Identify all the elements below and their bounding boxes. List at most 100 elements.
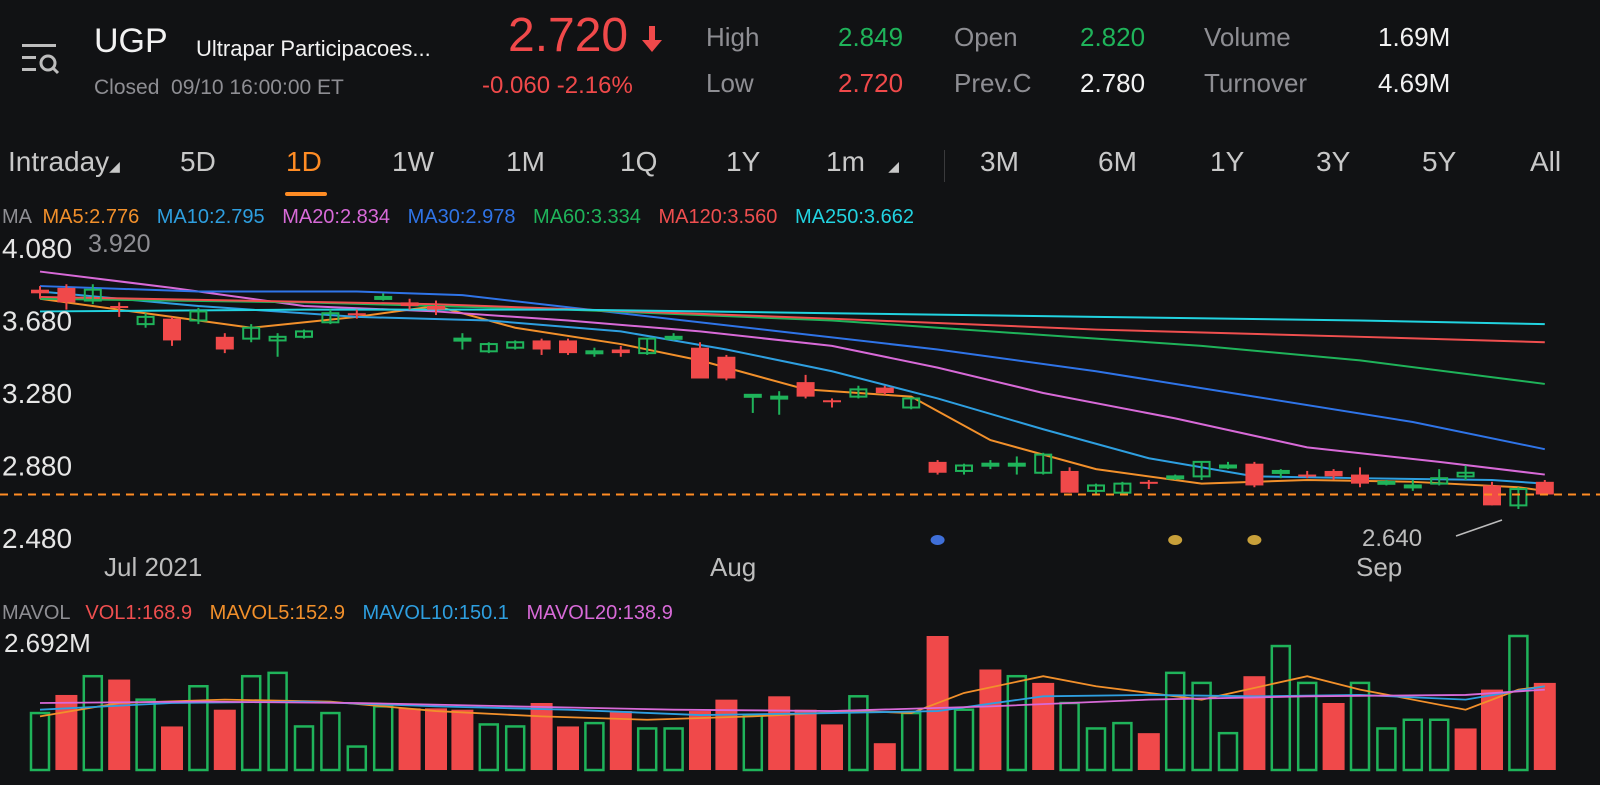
high-value: 2.849 (838, 22, 904, 52)
candle-body (1166, 475, 1185, 480)
volume-bar (293, 725, 315, 772)
ma-indicator-row[interactable]: MA MA5:2.776 MA10:2.795 MA20:2.834 MA30:… (2, 206, 914, 229)
ma-line (39, 308, 1545, 326)
max-price-label: 3.920 (88, 232, 151, 258)
volume-bar (1085, 727, 1107, 772)
tab-1d[interactable]: 1D (286, 146, 322, 177)
tab-1y[interactable]: 1Y (726, 146, 761, 177)
candle-body (110, 306, 129, 308)
candle-body (1298, 474, 1317, 477)
candle (1271, 469, 1290, 479)
tab-separator (944, 150, 945, 182)
tab-intraday[interactable]: Intraday◢ (8, 146, 120, 178)
prev-close-label: Prev.C (954, 68, 1032, 98)
y-axis-label: 2.480 (2, 523, 72, 554)
tab-1y-long[interactable]: 1Y (1210, 146, 1245, 177)
change-percent: -2.16% (556, 72, 633, 99)
event-marker (930, 535, 945, 545)
volume-bar (451, 709, 474, 770)
x-label-sep: Sep (1356, 552, 1402, 582)
candle-body (849, 388, 868, 398)
ma20-value: MA20:2.834 (282, 206, 391, 228)
tab-6m[interactable]: 6M (1098, 146, 1137, 177)
tab-1w[interactable]: 1W (392, 146, 434, 177)
volume-value: 1.69M (1378, 22, 1451, 52)
ma30-value: MA30:2.978 (407, 206, 516, 228)
candle-body (1351, 474, 1369, 484)
candle-body (479, 343, 498, 353)
tab-5d[interactable]: 5D (180, 146, 216, 177)
volume-bar (29, 711, 51, 772)
min-price-label: 2.640 (1362, 525, 1422, 552)
volume-bar (188, 685, 209, 772)
ma-line (39, 270, 1545, 476)
candle-body (163, 318, 181, 341)
tab-3y[interactable]: 3Y (1316, 146, 1351, 177)
volume-bar (1006, 674, 1028, 772)
volume-bar (240, 674, 262, 772)
candle (1430, 469, 1449, 486)
ma-line (39, 295, 1545, 344)
candle (1007, 456, 1026, 475)
tab-all[interactable]: All (1530, 146, 1562, 177)
candle-body (1192, 460, 1211, 478)
tab-3m[interactable]: 3M (980, 146, 1019, 177)
candlestick-chart[interactable]: 4.080 3.680 3.280 2.880 2.480 3.920 2.640 Ju… (0, 232, 1600, 592)
candle (163, 316, 181, 346)
candle (136, 313, 155, 328)
volume-bar (1349, 681, 1371, 772)
candle (374, 293, 393, 301)
low-value: 2.720 (838, 68, 904, 98)
status-text: Closed (94, 76, 160, 99)
candle (928, 460, 947, 475)
candle-body (1139, 481, 1158, 484)
candle-body (31, 289, 49, 294)
candle-body (717, 356, 736, 379)
candle (215, 333, 234, 354)
ma-line (39, 290, 1545, 485)
tab-intraday-label: Intraday (8, 146, 110, 177)
change-value: -0.060 (482, 72, 551, 99)
mavol-indicator-row[interactable]: MAVOL VOL1:168.9 MAVOL5:152.9 MAVOL10:15… (2, 602, 673, 625)
volume-bar (663, 727, 684, 772)
volume-bar (1481, 689, 1503, 770)
stock-symbol: UGP (94, 22, 168, 60)
candle-body (136, 315, 155, 326)
candle-body (532, 340, 551, 350)
candle-body (57, 287, 76, 303)
candle (1219, 461, 1237, 470)
candle-body (638, 337, 657, 355)
ma-line (39, 297, 1545, 385)
candle (31, 286, 49, 299)
candle-body (796, 382, 815, 397)
candle-body (400, 302, 419, 306)
candle (1324, 469, 1343, 480)
candle-body (374, 295, 393, 300)
tab-1q[interactable]: 1Q (620, 146, 658, 177)
volume-bar (267, 671, 288, 772)
candle (400, 298, 419, 310)
y-axis-label: 4.080 (2, 233, 72, 264)
mavol-line (39, 688, 1545, 712)
volume-bar (398, 708, 421, 770)
candle-body (295, 330, 313, 338)
candle-body (664, 335, 683, 340)
candle-body (823, 400, 841, 403)
candle-body (691, 347, 709, 379)
menu-search-icon[interactable] (20, 38, 62, 80)
volume-chart[interactable]: 2.692M (0, 628, 1600, 773)
candle-body (955, 464, 973, 472)
candle (83, 284, 102, 305)
candle (796, 374, 815, 399)
tab-1m[interactable]: 1M (506, 146, 545, 177)
tab-5y[interactable]: 5Y (1422, 146, 1457, 177)
mavol-line (39, 675, 1545, 721)
candle-body (189, 310, 208, 322)
candle (849, 385, 868, 399)
candle (189, 307, 208, 325)
company-name[interactable]: Ultrapar Participacoes... (196, 36, 431, 61)
candle (902, 397, 921, 410)
candle (717, 354, 736, 381)
volume-bar (530, 703, 553, 770)
tab-1min[interactable]: 1m ◢ (826, 146, 899, 178)
